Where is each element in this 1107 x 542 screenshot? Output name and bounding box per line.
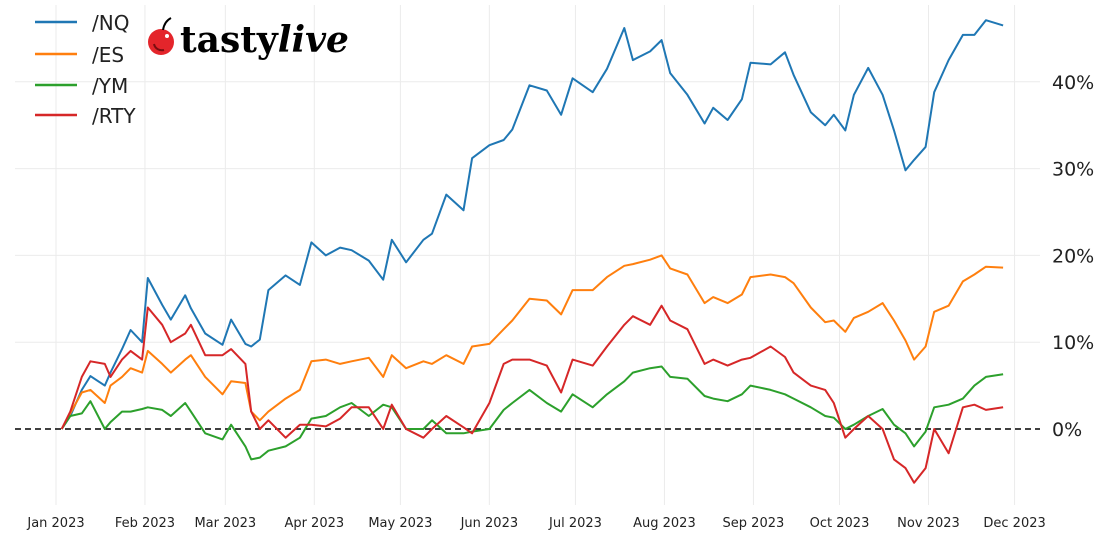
y-tick-label: 0% (1052, 419, 1082, 441)
legend-label-nq: /NQ (92, 11, 129, 35)
x-tick-label: May 2023 (368, 516, 432, 531)
x-axis-ticks: Jan 2023 Feb 2023 Mar 2023 Apr 2023 May 2023… (26, 516, 1045, 531)
x-tick-label: Dec 2023 (983, 516, 1045, 531)
x-tick-label: Jan 2023 (26, 516, 84, 531)
x-tick-label: Feb 2023 (115, 516, 175, 531)
legend-label-es: /ES (92, 43, 124, 67)
x-tick-label: Jul 2023 (548, 516, 602, 531)
legend-label-ym: /YM (92, 74, 128, 98)
y-tick-label: 30% (1052, 159, 1094, 181)
y-tick-label: 40% (1052, 72, 1094, 94)
series-line-es (60, 254, 1004, 430)
legend: /NQ /ES /YM /RTY (35, 11, 136, 128)
x-tick-label: Oct 2023 (810, 516, 870, 531)
x-tick-label: Mar 2023 (194, 516, 256, 531)
tastylive-logo: tastylive (148, 17, 349, 61)
series-line-nq (60, 19, 1004, 430)
series-line-ym (60, 365, 1004, 461)
y-gridlines (15, 81, 1040, 343)
series-lines (60, 19, 1004, 484)
series-line-rty (60, 304, 1004, 484)
y-tick-label: 10% (1052, 332, 1094, 354)
x-tick-label: Apr 2023 (284, 516, 344, 531)
y-tick-label: 20% (1052, 245, 1094, 267)
x-tick-label: Jun 2023 (460, 516, 519, 531)
x-tick-label: Nov 2023 (897, 516, 960, 531)
legend-label-rty: /RTY (92, 104, 136, 128)
x-tick-label: Sep 2023 (723, 516, 785, 531)
y-axis-ticks: 0% 10% 20% 30% 40% (1052, 72, 1094, 441)
x-tick-label: Aug 2023 (633, 516, 696, 531)
logo-text: tastylive (180, 19, 349, 61)
cherry-icon (148, 17, 174, 55)
